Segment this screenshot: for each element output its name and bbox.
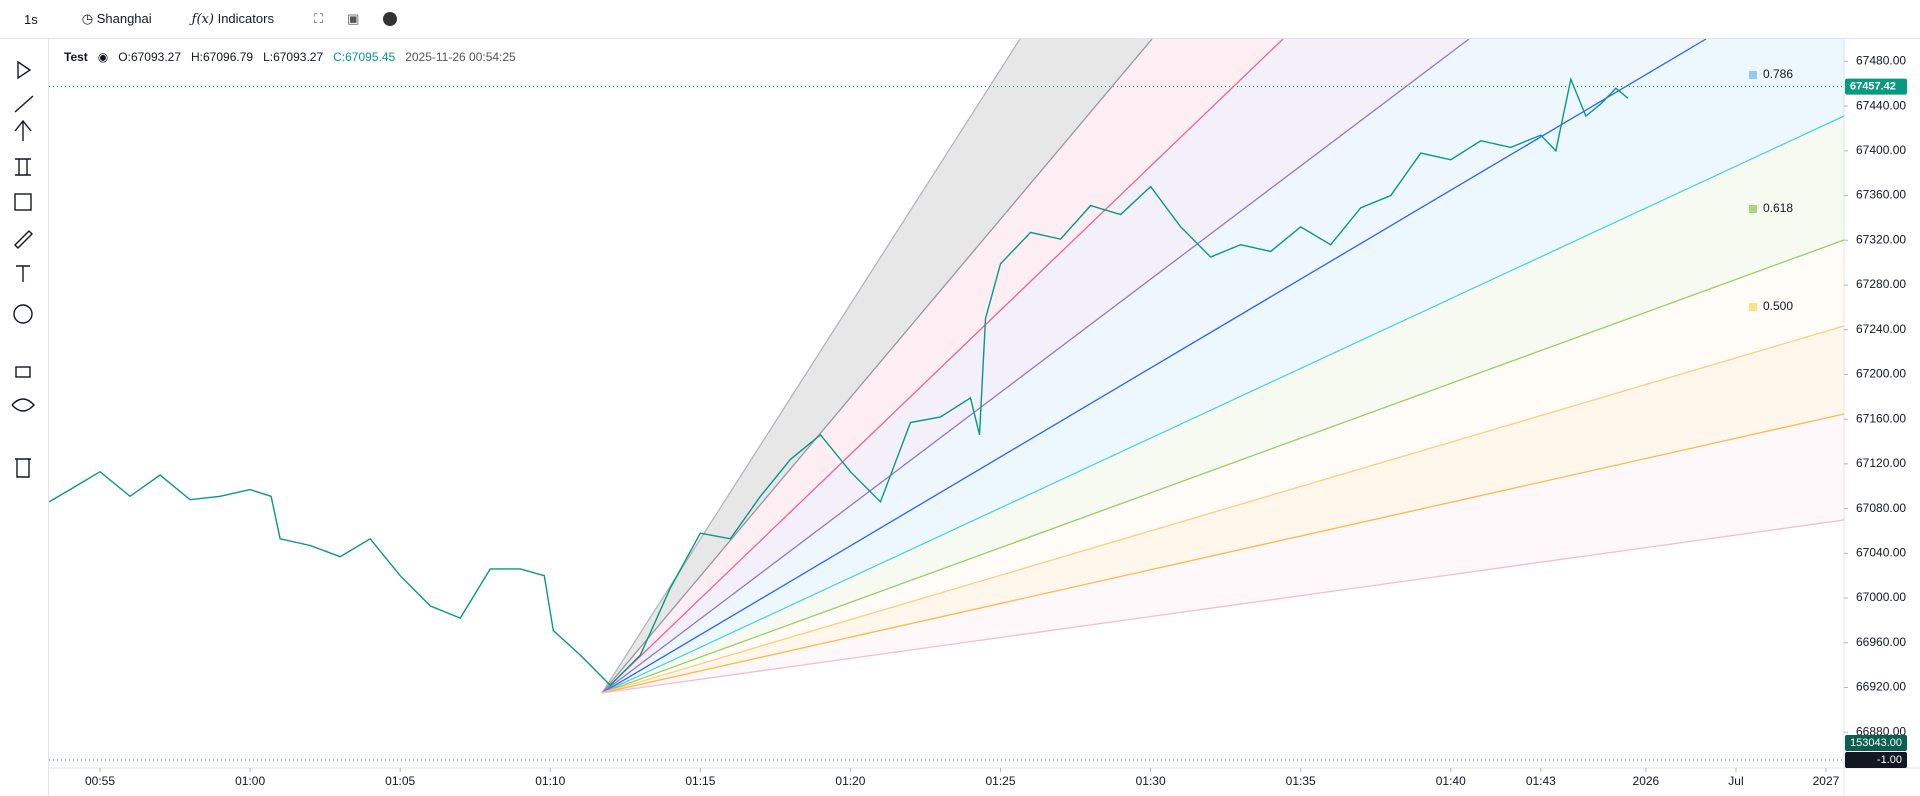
y-tick-label: 66960.00 [1856, 635, 1906, 649]
fan-ray [601, 519, 1845, 694]
fan-level-swatch [1749, 71, 1757, 79]
fan-ray [601, 38, 1284, 694]
visibility-tool[interactable] [11, 398, 35, 412]
fan-ray [601, 413, 1845, 694]
last-price-tag-bg [1845, 78, 1907, 95]
symbol: Test [64, 50, 88, 64]
fan-level-label: 0.786 [1763, 67, 1793, 81]
fan-ray [601, 115, 1845, 694]
fan-level-swatch [1749, 205, 1757, 213]
fan-level-label: 0.618 [1763, 201, 1793, 215]
fan-zone [602, 326, 1844, 693]
x-tick-label: 01:00 [235, 774, 265, 788]
delete-tool[interactable] [15, 458, 31, 478]
fan-level-label: 0.500 [1763, 299, 1793, 313]
x-tick-label: Jul [1728, 774, 1743, 788]
fan-ray [601, 38, 1707, 694]
eye[interactable]: ◉ [97, 50, 109, 64]
line-tool[interactable] [14, 95, 34, 113]
y-tick-label: 67440.00 [1856, 98, 1906, 112]
drawing-tools [11, 39, 49, 796]
y-tick-label: 67160.00 [1856, 411, 1906, 425]
indicators-label: Indicators [217, 11, 274, 26]
y-tick-label: 67080.00 [1856, 501, 1906, 515]
snapshot[interactable]: ▣ [347, 11, 360, 26]
x-tick-label: 01:40 [1436, 774, 1466, 788]
volume-tag-bg [1845, 752, 1907, 768]
fan-zone [602, 414, 1844, 693]
fullscreen[interactable]: ⛶ [313, 11, 324, 26]
high: H:67096.79 [191, 50, 254, 64]
y-tick-label: 67360.00 [1856, 188, 1906, 202]
y-tick-label: 67280.00 [1856, 277, 1906, 291]
timezone[interactable]: ◷ Shanghai [81, 11, 152, 26]
brush-tool[interactable] [14, 230, 33, 249]
x-tick-label: 01:20 [835, 774, 865, 788]
volume-tag: -1.00 [1877, 754, 1902, 766]
last-price-tag: 67457.42 [1850, 81, 1896, 93]
timezone-label: Shanghai [96, 11, 152, 26]
close: C:67095.45 [333, 50, 396, 64]
y-tick-label: 66920.00 [1856, 680, 1906, 694]
y-tick-label: 67200.00 [1856, 367, 1906, 381]
low: L:67093.27 [263, 50, 324, 64]
y-tick-label: 67120.00 [1856, 456, 1906, 470]
indicators[interactable]: ƒ(x) Indicators [191, 11, 274, 27]
price-line [48, 76, 1629, 687]
fan-ray [601, 38, 1153, 694]
emoji-tool[interactable] [13, 304, 33, 324]
fan-zone [602, 116, 1844, 693]
x-tick-label: 01:25 [986, 774, 1016, 788]
lock-tool[interactable] [15, 366, 31, 378]
fork-tool[interactable] [14, 119, 32, 141]
y-tick-label: 67320.00 [1856, 232, 1906, 246]
fan-zone [602, 39, 1283, 693]
fan-zone [602, 39, 1706, 693]
x-tick-label: 01:43 [1526, 774, 1556, 788]
fan-zone [602, 39, 1844, 693]
text-tool[interactable] [16, 265, 30, 282]
y-tick-label: 67040.00 [1856, 545, 1906, 559]
fan-zone [602, 240, 1844, 693]
time: 2025-11-26 00:54:25 [405, 50, 516, 64]
cursor-tool[interactable] [17, 60, 32, 80]
open: O:67093.27 [118, 50, 181, 64]
volume-tag: 153043.00 [1850, 737, 1902, 749]
y-tick-label: 67000.00 [1856, 590, 1906, 604]
fan-level-swatch [1749, 303, 1757, 311]
legend: Test ◉ O:67093.27 H:67096.79 L:67093.27 C… [64, 50, 516, 64]
x-tick-label: 01:35 [1286, 774, 1316, 788]
top-toolbar: 1s ◷ Shanghai ƒ(x) Indicators ⛶ ▣ [0, 0, 1920, 39]
y-tick-label: 67480.00 [1856, 54, 1906, 68]
x-tick-label: 01:30 [1136, 774, 1166, 788]
interval[interactable]: 1s [24, 11, 38, 27]
fan-ray [601, 239, 1845, 694]
theme[interactable] [383, 12, 398, 26]
y-tick-label: 66880.00 [1856, 724, 1906, 738]
y-tick-label: 67240.00 [1856, 322, 1906, 336]
volume-tag-bg [1845, 735, 1907, 751]
fan-ray [601, 38, 1021, 694]
x-tick-label: 01:05 [385, 774, 415, 788]
fan-ray [601, 325, 1845, 694]
y-tick-label: 67400.00 [1856, 143, 1906, 157]
x-tick-label: 00:55 [85, 774, 115, 788]
fan-zone [602, 39, 1152, 693]
x-tick-label: 2026 [1633, 774, 1660, 788]
x-tick-label: 2027 [1813, 774, 1840, 788]
fan-zone [602, 39, 1469, 693]
shape-tool[interactable] [14, 193, 32, 211]
x-tick-label: 01:15 [685, 774, 715, 788]
fan-ray [601, 38, 1470, 694]
x-tick-label: 01:10 [535, 774, 565, 788]
channel-tool[interactable] [15, 158, 31, 176]
